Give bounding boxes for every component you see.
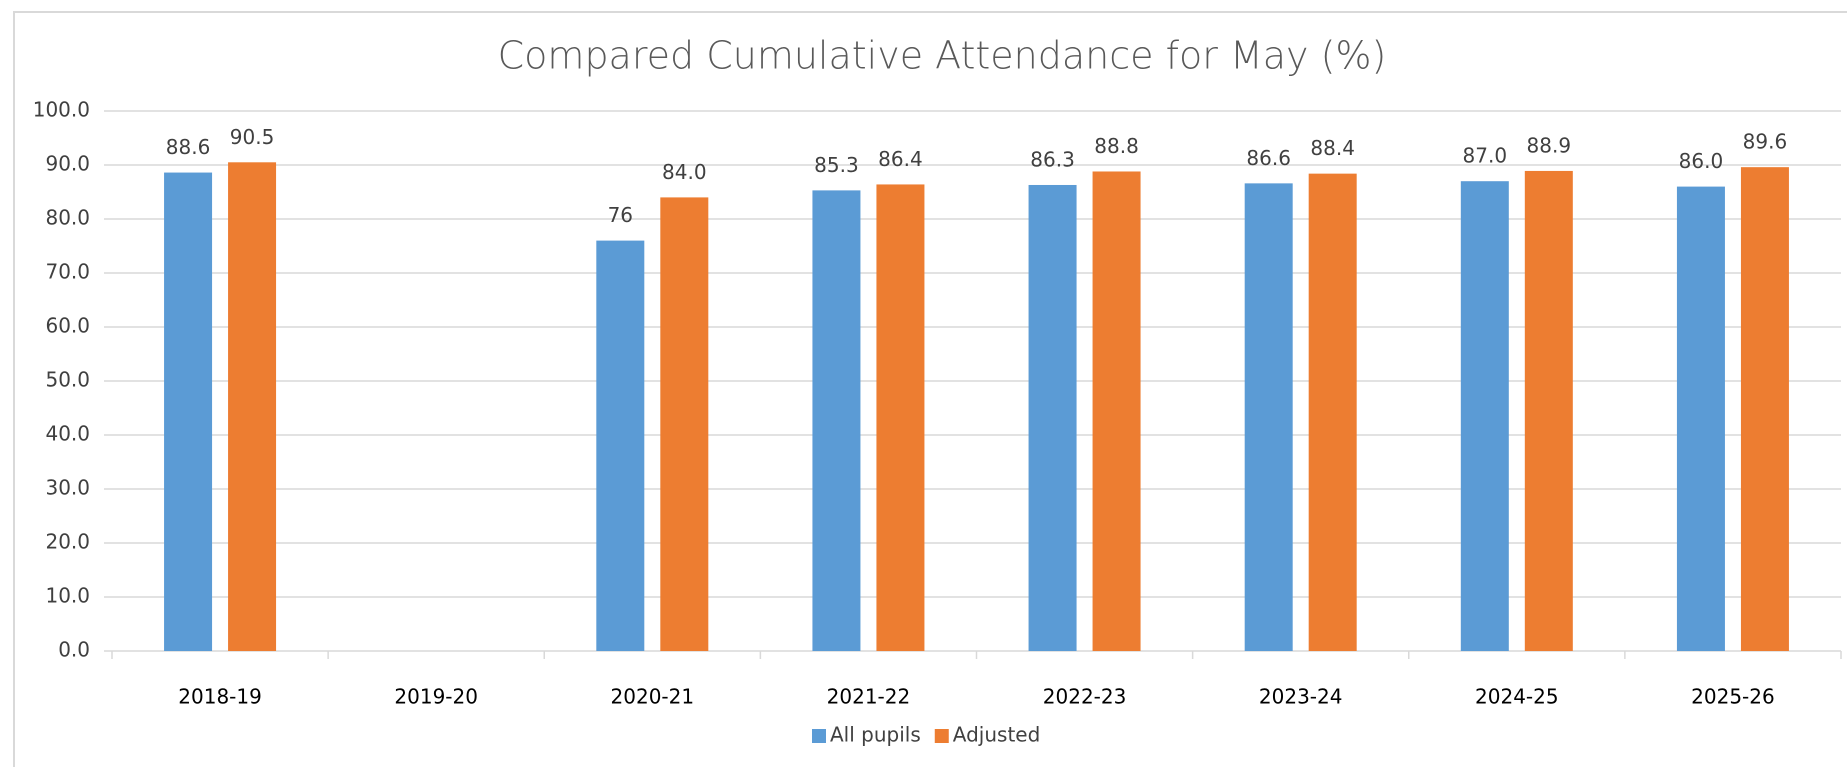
- y-tick-label: 70.0: [45, 260, 90, 284]
- bar: [1092, 171, 1141, 652]
- y-tick-label: 30.0: [45, 476, 90, 500]
- x-tick-label: 2021-22: [827, 685, 911, 709]
- bar: [876, 184, 925, 651]
- x-tick-label: 2022-23: [1043, 685, 1127, 709]
- legend-swatch: [934, 729, 949, 743]
- value-label: 86.6: [1246, 146, 1291, 170]
- value-label: 88.4: [1310, 136, 1355, 160]
- y-tick-label: 40.0: [45, 422, 90, 446]
- y-tick-label: 0.0: [58, 638, 90, 662]
- x-tick-label: 2018-19: [178, 685, 262, 709]
- y-tick-label: 10.0: [45, 584, 90, 608]
- y-tick-label: 80.0: [45, 206, 90, 230]
- value-label: 89.6: [1743, 130, 1788, 154]
- x-tick-label: 2020-21: [611, 685, 695, 709]
- value-label: 88.9: [1527, 133, 1572, 157]
- bar: [660, 197, 709, 651]
- value-label: 76: [608, 203, 633, 227]
- bar: [1028, 184, 1077, 652]
- bar: [596, 240, 645, 651]
- value-label: 86.4: [878, 147, 923, 171]
- x-tick-label: 2024-25: [1475, 685, 1559, 709]
- x-tick-label: 2025-26: [1691, 685, 1775, 709]
- legend-swatch: [812, 729, 826, 743]
- y-tick-label: 90.0: [45, 152, 90, 176]
- y-tick-label: 100.0: [33, 98, 90, 122]
- value-label: 85.3: [814, 153, 859, 177]
- bar: [1524, 170, 1573, 651]
- bar: [1740, 167, 1789, 651]
- y-tick-label: 50.0: [45, 368, 90, 392]
- bar: [1460, 181, 1509, 651]
- chart-title: Compared Cumulative Attendance for May (…: [498, 34, 1387, 78]
- value-label: 86.3: [1030, 147, 1075, 171]
- legend-label: All pupils: [830, 723, 921, 747]
- y-tick-label: 60.0: [45, 314, 90, 338]
- value-label: 84.0: [662, 160, 707, 184]
- x-tick-label: 2019-20: [394, 685, 478, 709]
- bar: [812, 190, 861, 651]
- legend-label: Adjusted: [953, 723, 1041, 747]
- value-label: 88.8: [1094, 134, 1139, 158]
- y-tick-label: 20.0: [45, 530, 90, 554]
- bar: [1244, 183, 1293, 652]
- value-label: 87.0: [1463, 144, 1508, 168]
- bar: [228, 162, 277, 652]
- bar: [1676, 186, 1725, 651]
- bar: [1308, 173, 1357, 651]
- x-tick-label: 2023-24: [1259, 685, 1343, 709]
- value-label: 90.5: [230, 125, 275, 149]
- bar: [164, 172, 213, 651]
- value-label: 86.0: [1679, 149, 1724, 173]
- value-label: 88.6: [166, 135, 211, 159]
